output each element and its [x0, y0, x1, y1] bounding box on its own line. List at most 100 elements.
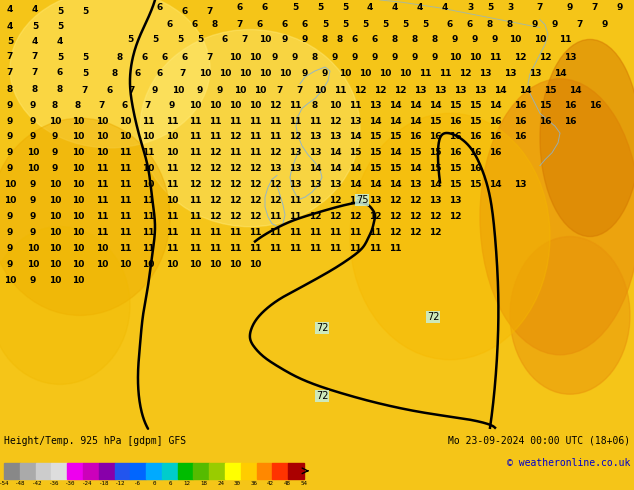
- Text: 7: 7: [207, 7, 213, 16]
- Ellipse shape: [10, 0, 210, 148]
- Text: 14: 14: [569, 86, 581, 95]
- Text: 6: 6: [182, 52, 188, 62]
- Text: 14: 14: [349, 164, 361, 173]
- Text: 5: 5: [82, 7, 88, 16]
- Text: 10: 10: [27, 260, 39, 269]
- Text: 6: 6: [162, 52, 168, 62]
- Text: 14: 14: [429, 180, 441, 189]
- Text: 15: 15: [389, 132, 401, 142]
- Text: 14: 14: [389, 117, 401, 126]
- Text: 6: 6: [352, 35, 358, 44]
- Text: 8: 8: [507, 20, 513, 29]
- Text: Height/Temp. 925 hPa [gdpm] GFS: Height/Temp. 925 hPa [gdpm] GFS: [4, 436, 186, 446]
- Text: 5: 5: [322, 20, 328, 29]
- Text: 13: 13: [429, 196, 441, 204]
- Text: 10: 10: [49, 180, 61, 189]
- Text: 12: 12: [394, 86, 406, 95]
- Text: 11: 11: [288, 244, 301, 253]
- Text: 5: 5: [362, 20, 368, 29]
- Text: 8: 8: [112, 70, 118, 78]
- Text: 12: 12: [539, 52, 551, 62]
- Text: 4: 4: [442, 3, 448, 12]
- Text: 7: 7: [237, 20, 243, 29]
- Text: 11: 11: [329, 244, 341, 253]
- Text: 11: 11: [333, 86, 346, 95]
- Text: 9: 9: [552, 20, 558, 29]
- Text: 9: 9: [7, 148, 13, 157]
- Text: 16: 16: [539, 117, 551, 126]
- Text: 15: 15: [544, 86, 556, 95]
- Text: 10: 10: [249, 52, 261, 62]
- Text: 11: 11: [189, 148, 201, 157]
- Text: 9: 9: [472, 35, 478, 44]
- Text: 12: 12: [269, 101, 281, 110]
- Text: 8: 8: [52, 101, 58, 110]
- Text: 5: 5: [342, 20, 348, 29]
- Text: 6: 6: [182, 7, 188, 16]
- Text: 9: 9: [602, 20, 608, 29]
- Text: 9: 9: [30, 276, 36, 285]
- Text: 12: 12: [209, 196, 221, 204]
- Text: 14: 14: [519, 86, 531, 95]
- Text: 9: 9: [30, 196, 36, 204]
- Text: 15: 15: [349, 148, 361, 157]
- Text: 13: 13: [329, 180, 341, 189]
- Text: 12: 12: [429, 228, 441, 237]
- Text: 10: 10: [72, 148, 84, 157]
- Text: 4: 4: [32, 5, 38, 14]
- Text: 10: 10: [166, 148, 178, 157]
- Text: 11: 11: [369, 244, 381, 253]
- Text: 15: 15: [449, 101, 462, 110]
- Bar: [225, 463, 241, 479]
- Text: 11: 11: [119, 196, 131, 204]
- Text: 11: 11: [96, 180, 108, 189]
- Text: 75: 75: [356, 195, 368, 205]
- Text: 10: 10: [234, 86, 246, 95]
- Text: 13: 13: [414, 86, 426, 95]
- Text: 10: 10: [72, 164, 84, 173]
- Text: 10: 10: [259, 70, 271, 78]
- Text: 11: 11: [142, 212, 154, 221]
- Text: 5: 5: [57, 7, 63, 16]
- Text: 15: 15: [429, 117, 441, 126]
- Text: -24: -24: [82, 481, 93, 486]
- Text: 16: 16: [489, 132, 501, 142]
- Text: 10: 10: [172, 86, 184, 95]
- Text: 6: 6: [372, 35, 378, 44]
- Text: 13: 13: [329, 132, 341, 142]
- Text: 11: 11: [349, 228, 361, 237]
- Text: 9: 9: [197, 86, 203, 95]
- Text: 7: 7: [242, 35, 248, 44]
- Text: 5: 5: [177, 35, 183, 44]
- Text: 11: 11: [349, 101, 361, 110]
- Text: 11: 11: [189, 244, 201, 253]
- Text: -30: -30: [65, 481, 76, 486]
- Text: 14: 14: [369, 117, 381, 126]
- Text: 12: 12: [209, 148, 221, 157]
- Text: 7: 7: [99, 101, 105, 110]
- Text: 12: 12: [329, 117, 341, 126]
- Text: 9: 9: [7, 164, 13, 173]
- Text: 16: 16: [429, 132, 441, 142]
- Text: 12: 12: [354, 86, 366, 95]
- Text: 12: 12: [329, 196, 341, 204]
- Text: 10: 10: [27, 244, 39, 253]
- Text: -12: -12: [115, 481, 126, 486]
- Text: © weatheronline.co.uk: © weatheronline.co.uk: [507, 459, 630, 468]
- Text: 8: 8: [7, 85, 13, 94]
- Text: 11: 11: [165, 244, 178, 253]
- Text: 12: 12: [249, 196, 261, 204]
- Text: 11: 11: [119, 244, 131, 253]
- Text: 10: 10: [49, 196, 61, 204]
- Text: 10: 10: [96, 244, 108, 253]
- Text: 10: 10: [142, 132, 154, 142]
- Text: 18: 18: [200, 481, 207, 486]
- Text: 10: 10: [378, 70, 391, 78]
- Text: 36: 36: [250, 481, 257, 486]
- Text: 9: 9: [412, 52, 418, 62]
- Text: 9: 9: [7, 212, 13, 221]
- Text: 10: 10: [49, 228, 61, 237]
- Text: 16: 16: [489, 117, 501, 126]
- Text: 9: 9: [30, 132, 36, 142]
- Text: 11: 11: [165, 117, 178, 126]
